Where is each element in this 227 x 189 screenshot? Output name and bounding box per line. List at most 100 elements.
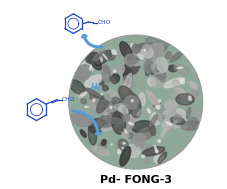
Ellipse shape — [131, 100, 133, 102]
Ellipse shape — [131, 131, 136, 135]
Ellipse shape — [93, 50, 105, 61]
Text: H₂: H₂ — [91, 83, 101, 92]
Ellipse shape — [116, 98, 123, 109]
Ellipse shape — [118, 86, 134, 104]
Ellipse shape — [103, 103, 122, 114]
Ellipse shape — [185, 107, 190, 119]
Ellipse shape — [69, 80, 85, 94]
Ellipse shape — [156, 57, 167, 72]
Ellipse shape — [75, 91, 83, 98]
Ellipse shape — [163, 78, 184, 88]
Ellipse shape — [176, 96, 180, 100]
Ellipse shape — [81, 61, 94, 71]
Ellipse shape — [103, 122, 107, 127]
Ellipse shape — [132, 60, 138, 74]
Ellipse shape — [170, 117, 184, 125]
Ellipse shape — [130, 103, 141, 118]
Ellipse shape — [80, 92, 86, 96]
Ellipse shape — [109, 55, 115, 60]
Ellipse shape — [132, 44, 139, 54]
Ellipse shape — [138, 46, 145, 54]
Ellipse shape — [165, 51, 170, 59]
Ellipse shape — [104, 114, 115, 123]
Ellipse shape — [80, 98, 86, 104]
Ellipse shape — [149, 70, 165, 78]
Ellipse shape — [115, 139, 124, 149]
Ellipse shape — [124, 43, 133, 51]
Ellipse shape — [80, 130, 86, 137]
Ellipse shape — [99, 111, 119, 122]
Ellipse shape — [87, 52, 101, 70]
Ellipse shape — [102, 54, 107, 60]
Ellipse shape — [149, 115, 157, 126]
Ellipse shape — [101, 121, 121, 131]
Ellipse shape — [142, 147, 164, 156]
Ellipse shape — [143, 144, 152, 164]
Ellipse shape — [121, 132, 128, 138]
Ellipse shape — [98, 99, 116, 112]
Ellipse shape — [188, 96, 190, 101]
Ellipse shape — [133, 134, 145, 147]
Ellipse shape — [118, 139, 128, 152]
Ellipse shape — [179, 122, 186, 129]
Ellipse shape — [141, 155, 144, 158]
Ellipse shape — [155, 63, 165, 82]
Ellipse shape — [156, 105, 165, 122]
Ellipse shape — [74, 65, 91, 82]
Ellipse shape — [88, 119, 105, 133]
Ellipse shape — [157, 152, 166, 163]
Ellipse shape — [97, 141, 106, 153]
Ellipse shape — [124, 54, 135, 66]
Ellipse shape — [135, 43, 158, 49]
Ellipse shape — [127, 133, 132, 139]
Ellipse shape — [111, 50, 116, 54]
Ellipse shape — [165, 122, 171, 125]
Ellipse shape — [175, 88, 185, 97]
Ellipse shape — [158, 100, 160, 102]
Ellipse shape — [154, 146, 162, 154]
Ellipse shape — [126, 53, 134, 63]
Ellipse shape — [89, 65, 91, 70]
Text: CHO: CHO — [62, 97, 75, 102]
Ellipse shape — [126, 58, 140, 74]
Ellipse shape — [122, 107, 131, 115]
Ellipse shape — [85, 88, 103, 100]
Ellipse shape — [127, 60, 137, 70]
Ellipse shape — [92, 146, 108, 155]
Ellipse shape — [126, 144, 140, 158]
Ellipse shape — [164, 108, 178, 126]
Ellipse shape — [124, 96, 138, 109]
Ellipse shape — [119, 42, 132, 60]
Ellipse shape — [122, 73, 131, 94]
Ellipse shape — [181, 95, 188, 106]
Circle shape — [68, 35, 202, 169]
Ellipse shape — [139, 93, 145, 106]
Ellipse shape — [154, 146, 156, 152]
Ellipse shape — [164, 100, 176, 110]
Ellipse shape — [88, 126, 96, 145]
Ellipse shape — [176, 67, 182, 69]
Ellipse shape — [149, 125, 155, 136]
Ellipse shape — [115, 42, 130, 56]
Ellipse shape — [155, 150, 158, 153]
Ellipse shape — [112, 43, 126, 57]
Ellipse shape — [160, 123, 168, 138]
Ellipse shape — [84, 75, 101, 87]
Ellipse shape — [137, 105, 154, 116]
Ellipse shape — [128, 122, 133, 125]
Ellipse shape — [145, 38, 158, 46]
Ellipse shape — [122, 143, 125, 144]
Ellipse shape — [86, 52, 98, 63]
Ellipse shape — [70, 113, 92, 126]
Ellipse shape — [111, 74, 119, 83]
Ellipse shape — [143, 60, 152, 73]
Ellipse shape — [96, 115, 118, 127]
Ellipse shape — [104, 90, 117, 101]
Ellipse shape — [133, 94, 141, 107]
Ellipse shape — [150, 73, 166, 88]
Text: Pd- FONG-3: Pd- FONG-3 — [99, 176, 171, 185]
Text: CHO: CHO — [97, 20, 110, 25]
Ellipse shape — [180, 121, 201, 130]
Ellipse shape — [135, 127, 154, 141]
Ellipse shape — [147, 78, 155, 86]
